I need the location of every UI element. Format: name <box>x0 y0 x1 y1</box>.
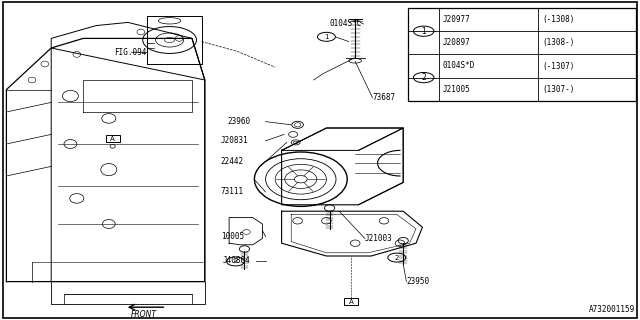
Bar <box>344 298 358 305</box>
Text: A: A <box>110 136 115 142</box>
Text: FIG.094: FIG.094 <box>114 48 147 57</box>
Text: J20977: J20977 <box>443 15 470 24</box>
Text: J20831: J20831 <box>221 136 248 145</box>
Text: FRONT: FRONT <box>131 310 157 319</box>
Text: A: A <box>349 299 354 305</box>
Text: (-1307): (-1307) <box>542 61 575 70</box>
Text: (1307-): (1307-) <box>542 85 575 94</box>
Text: 1: 1 <box>324 34 329 40</box>
Text: 2: 2 <box>234 259 237 264</box>
Bar <box>408 8 636 101</box>
Text: J40804: J40804 <box>223 256 250 265</box>
Text: 0104S*D: 0104S*D <box>443 61 476 70</box>
Text: 10005: 10005 <box>221 232 244 241</box>
Text: 73111: 73111 <box>221 188 244 196</box>
Text: J21005: J21005 <box>443 85 470 94</box>
Text: 23950: 23950 <box>406 277 429 286</box>
Text: (-1308): (-1308) <box>542 15 575 24</box>
Text: 1: 1 <box>421 27 426 36</box>
Text: 0104S*C: 0104S*C <box>330 20 362 28</box>
Bar <box>106 135 120 142</box>
Text: J20897: J20897 <box>443 38 470 47</box>
Text: 2: 2 <box>421 73 426 82</box>
Text: J21003: J21003 <box>365 234 392 243</box>
Text: A732001159: A732001159 <box>589 305 635 314</box>
Text: 22442: 22442 <box>221 157 244 166</box>
Text: (1308-): (1308-) <box>542 38 575 47</box>
Text: 2: 2 <box>395 255 399 260</box>
Text: 23960: 23960 <box>227 117 250 126</box>
Text: 73687: 73687 <box>372 93 396 102</box>
